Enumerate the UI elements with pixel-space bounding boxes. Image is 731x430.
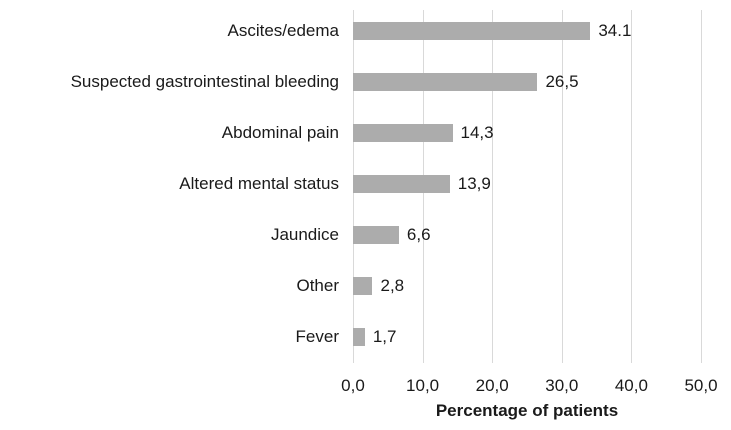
chart-rows: Ascites/edema 34.1 Suspected gastrointesti… [0, 5, 731, 363]
x-tick-label: 30,0 [545, 376, 579, 395]
bar-track: 14,3 [353, 107, 731, 158]
gridline [561, 10, 563, 363]
bar-track: 26,5 [353, 56, 731, 107]
value-label: 6,6 [406, 225, 431, 245]
bar-track: 6,6 [353, 210, 731, 261]
bar [353, 72, 538, 91]
x-tick-label: 0,0 [341, 376, 365, 395]
gridline [631, 10, 633, 363]
value-label: 26,5 [545, 71, 579, 91]
chart-row: Suspected gastrointestinal bleeding 26,5 [0, 56, 731, 107]
bar [353, 21, 591, 40]
bar [353, 174, 450, 193]
bar [353, 226, 399, 245]
value-label: 13,9 [457, 173, 491, 193]
value-label: 1,7 [372, 327, 397, 347]
chart-row: Altered mental status 13,9 [0, 158, 731, 209]
chart-row: Jaundice 6,6 [0, 210, 731, 261]
bar-track: 13,9 [353, 158, 731, 209]
category-label: Suspected gastrointestinal bleeding [70, 71, 339, 91]
bar [353, 123, 453, 142]
chart-row: Ascites/edema 34.1 [0, 5, 731, 56]
x-tick-label: 20,0 [475, 376, 509, 395]
bar [353, 328, 365, 347]
bar-track: 1,7 [353, 312, 731, 363]
x-tick-label: 10,0 [406, 376, 440, 395]
value-label: 14,3 [460, 122, 494, 142]
category-label: Altered mental status [179, 173, 339, 193]
gridline [701, 10, 702, 363]
x-tick-label: 50,0 [684, 376, 718, 395]
gridline [492, 10, 494, 363]
category-label: Ascites/edema [227, 20, 340, 40]
bar [353, 277, 373, 296]
x-axis-ticks: 0,0 10,0 20,0 30,0 40,0 50,0 [0, 376, 731, 398]
value-label: 34.1 [598, 20, 632, 40]
x-axis-title: Percentage of patients [435, 401, 619, 420]
chart-row: Fever 1,7 [0, 312, 731, 363]
chart-row: Other 2,8 [0, 261, 731, 312]
category-label: Fever [295, 327, 339, 347]
chart-row: Abdominal pain 14,3 [0, 107, 731, 158]
value-label: 2,8 [380, 276, 405, 296]
bar-track: 2,8 [353, 261, 731, 312]
category-label: Other [296, 276, 339, 296]
category-label: Jaundice [270, 225, 339, 245]
category-label: Abdominal pain [221, 122, 339, 142]
x-tick-label: 40,0 [614, 376, 648, 395]
bar-track: 34.1 [353, 5, 731, 56]
